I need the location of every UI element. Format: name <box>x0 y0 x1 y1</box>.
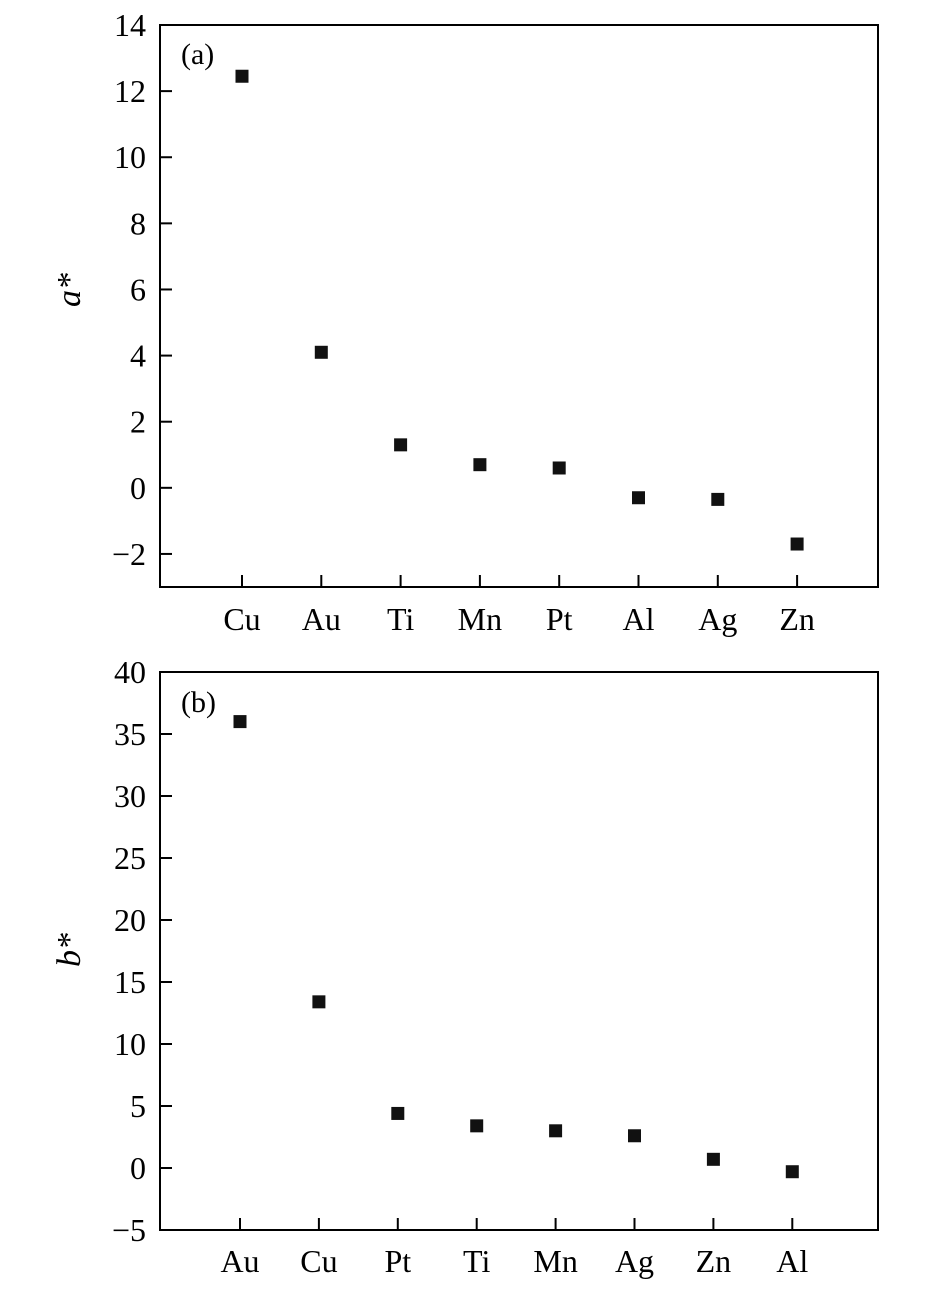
x-tick-label: Au <box>302 601 341 637</box>
y-tick-label: 8 <box>130 205 146 241</box>
data-point-ag <box>711 492 725 506</box>
data-point-pt <box>391 1106 405 1120</box>
x-tick-label: Al <box>623 601 655 637</box>
y-ticks: 40 35 30 25 20 15 10 5 0 −5 <box>112 654 172 1248</box>
data-point-ti <box>470 1119 484 1133</box>
x-tick-label: Al <box>776 1243 808 1279</box>
panel-label: (a) <box>181 38 214 71</box>
x-tick-label: Pt <box>384 1243 411 1279</box>
y-tick-label: 0 <box>130 1150 146 1186</box>
y-tick-label: −2 <box>112 536 146 572</box>
x-tick-label: Mn <box>533 1243 577 1279</box>
data-point-al <box>632 491 645 505</box>
x-tick-label: Cu <box>223 601 260 637</box>
x-tick-label: Zn <box>779 601 815 637</box>
data-point-mn <box>549 1124 563 1138</box>
x-tick-label: Cu <box>300 1243 337 1279</box>
y-tick-label: −5 <box>112 1212 146 1248</box>
x-ticks: Cu Au Ti Mn Pt Al Ag Zn <box>223 575 815 637</box>
data-point-al <box>785 1165 799 1179</box>
chart-panel-a: (a) a* 14 12 10 8 6 4 2 0 −2 Cu Au Ti Mn Pt Al Ag Zn <box>51 7 879 637</box>
data-point-mn <box>473 458 487 472</box>
y-tick-label: 40 <box>114 654 146 690</box>
x-tick-label: Zn <box>696 1243 732 1279</box>
data-point-pt <box>552 461 566 475</box>
y-ticks: 14 12 10 8 6 4 2 0 −2 <box>112 7 172 572</box>
data-point-zn <box>706 1152 720 1166</box>
y-tick-label: 6 <box>130 271 146 307</box>
data-point-cu <box>312 995 326 1009</box>
panel-label: (b) <box>181 686 216 719</box>
plot-frame <box>159 24 879 588</box>
y-tick-label: 5 <box>130 1088 146 1124</box>
x-tick-label: Mn <box>458 601 502 637</box>
y-tick-label: 4 <box>130 338 146 374</box>
data-points <box>233 715 799 1179</box>
y-axis-label: a* <box>51 273 88 307</box>
data-point-au <box>314 345 328 359</box>
y-tick-label: 35 <box>114 716 146 752</box>
y-tick-label: 14 <box>114 7 146 43</box>
y-tick-label: 12 <box>114 73 146 109</box>
x-ticks: Au Cu Pt Ti Mn Ag Zn Al <box>220 1218 808 1279</box>
x-tick-label: Ti <box>387 601 414 637</box>
y-tick-label: 30 <box>114 778 146 814</box>
data-point-au <box>233 715 247 729</box>
x-tick-label: Ti <box>463 1243 490 1279</box>
x-tick-label: Ag <box>615 1243 654 1279</box>
data-point-cu <box>235 69 249 83</box>
y-tick-label: 10 <box>114 1026 146 1062</box>
y-tick-label: 10 <box>114 139 146 175</box>
y-axis-label: b* <box>51 933 88 967</box>
x-tick-label: Ag <box>698 601 737 637</box>
data-point-ag <box>628 1129 641 1143</box>
chart-panel-b: (b) b* 40 35 30 25 20 15 10 5 0 −5 Au Cu Pt Ti Mn Ag Zn… <box>51 654 879 1279</box>
x-tick-label: Au <box>220 1243 259 1279</box>
y-tick-label: 25 <box>114 840 146 876</box>
data-points <box>235 69 804 551</box>
y-tick-label: 20 <box>114 902 146 938</box>
y-tick-label: 0 <box>130 470 146 506</box>
plot-frame <box>159 671 879 1231</box>
data-point-ti <box>394 438 408 452</box>
y-tick-label: 15 <box>114 964 146 1000</box>
data-point-zn <box>790 537 804 551</box>
x-tick-label: Pt <box>546 601 573 637</box>
y-tick-label: 2 <box>130 404 146 440</box>
